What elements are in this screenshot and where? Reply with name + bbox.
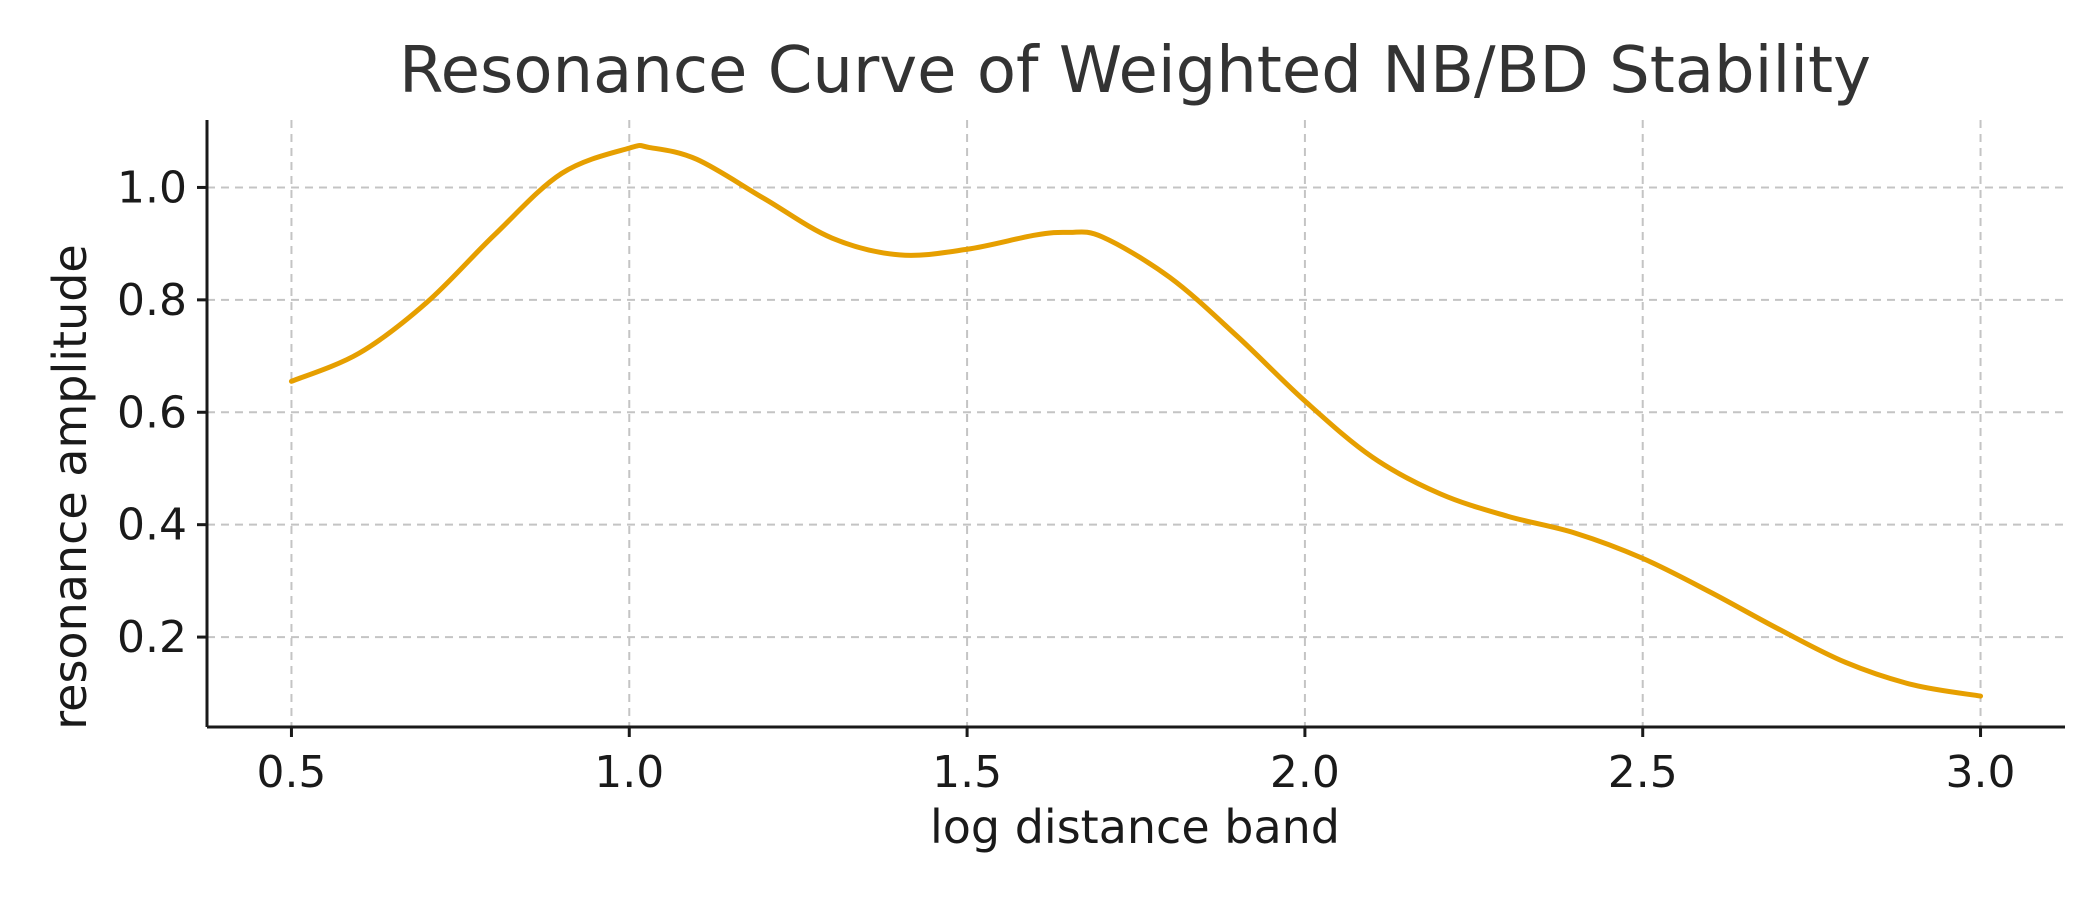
- series-layer: [288, 143, 1984, 699]
- grid: [207, 120, 2065, 727]
- y-tick-label: 0.6: [117, 387, 187, 438]
- x-tick-label: 2.0: [1270, 747, 1340, 798]
- axes: [197, 120, 2065, 737]
- x-tick-label: 0.5: [256, 747, 326, 798]
- x-axis-label: log distance band: [930, 800, 1340, 854]
- y-tick-label: 0.2: [117, 612, 187, 663]
- x-tick-label: 3.0: [1946, 747, 2016, 798]
- chart-title: Resonance Curve of Weighted NB/BD Stabil…: [399, 34, 1871, 108]
- x-tick-label: 2.5: [1608, 747, 1678, 798]
- y-tick-label: 0.8: [117, 275, 187, 326]
- y-tick-label: 1.0: [117, 162, 187, 213]
- x-tick-label: 1.5: [932, 747, 1002, 798]
- y-axis-label: resonance amplitude: [43, 244, 97, 729]
- y-tick-label: 0.4: [117, 500, 187, 551]
- series-line-0: [288, 143, 1984, 699]
- x-tick-label: 1.0: [594, 747, 664, 798]
- tick-labels: 0.5 1.0 1.5 2.0 2.5 3.0 0.2 0.4 0.6 0.8 1.0: [117, 162, 2016, 798]
